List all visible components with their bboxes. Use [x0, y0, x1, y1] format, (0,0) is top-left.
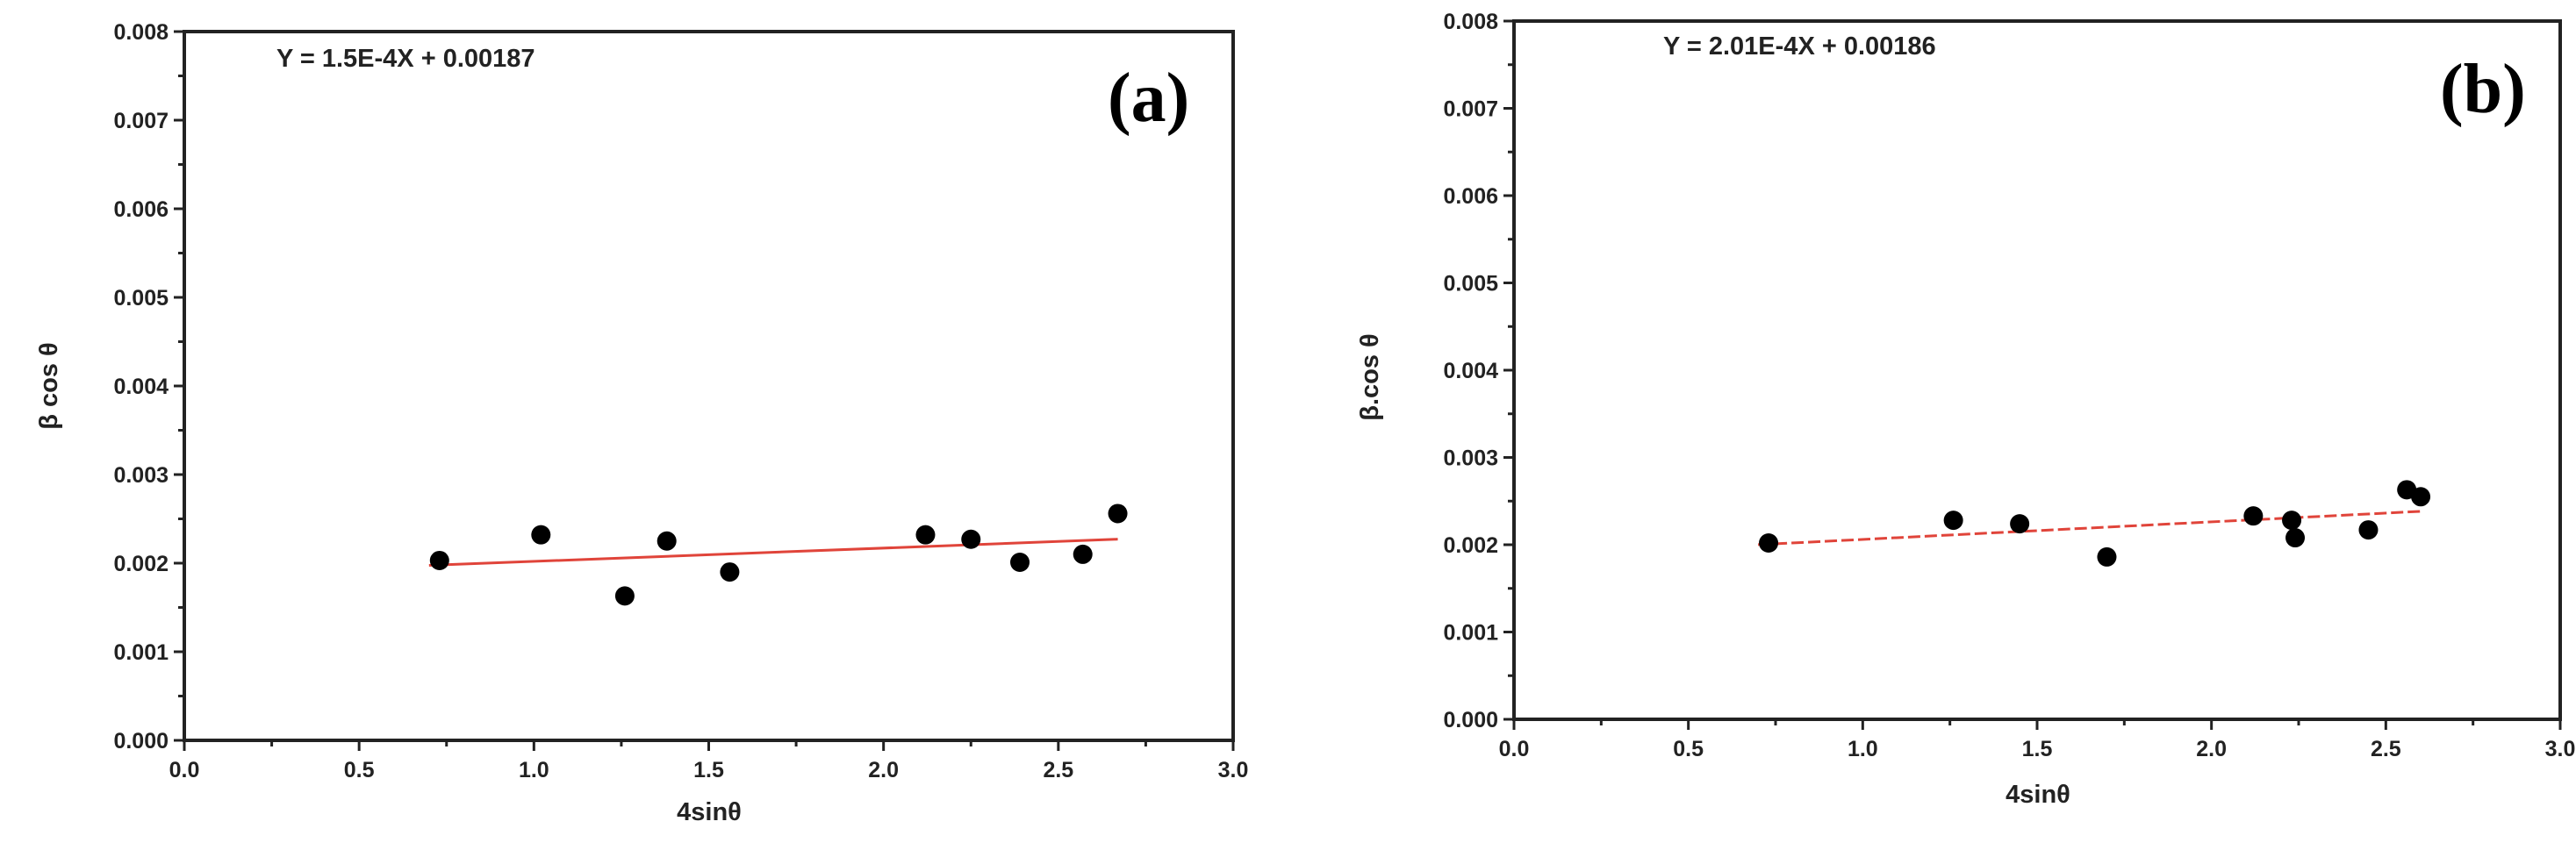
data-point-b [1759, 533, 1779, 554]
x-tick-label-b: 3.0 [2545, 737, 2576, 761]
y-axis-title-a: β cos θ [35, 342, 63, 429]
data-point-b [2010, 514, 2030, 534]
y-tick-label-a: 0.008 [113, 20, 169, 45]
x-axis-title-a: 4sinθ [677, 798, 742, 826]
y-tick-label-b: 0.005 [1443, 272, 1498, 296]
data-point-b [2285, 528, 2306, 548]
y-tick-label-a: 0.004 [113, 375, 169, 399]
panel-label-a: (a) [1108, 60, 1189, 137]
data-points-a [429, 504, 1128, 606]
x-axis-title-b: 4sinθ [2006, 781, 2070, 809]
data-point-a [531, 525, 551, 545]
data-point-a [961, 529, 981, 549]
x-tick-label-a: 2.5 [1043, 758, 1073, 782]
y-tick-label-b: 0.003 [1443, 446, 1498, 471]
y-tick-label-a: 0.006 [113, 197, 169, 222]
data-point-a [1073, 544, 1093, 564]
y-tick-label-a: 0.002 [113, 552, 169, 576]
y-tick-label-a: 0.003 [113, 463, 169, 488]
y-tick-label-b: 0.001 [1443, 621, 1498, 646]
x-tick-label-b: 1.5 [2022, 737, 2053, 761]
data-point-b [1943, 511, 1963, 531]
y-tick-label-b: 0.002 [1443, 533, 1498, 558]
panel-b: Y = 2.01E-4X + 0.00186 (b) 4sinθ β.cos θ… [1356, 10, 2575, 809]
y-tick-label-b: 0.000 [1443, 708, 1498, 732]
data-point-b [2097, 546, 2117, 567]
plot-frame-a [183, 30, 1235, 742]
x-tick-label-b: 0.0 [1499, 737, 1530, 761]
data-point-a [720, 562, 740, 582]
x-tick-label-b: 1.0 [1848, 737, 1878, 761]
fit-line-a [428, 538, 1118, 568]
linear-fit-line-b [1758, 510, 2422, 546]
y-tick-label-b: 0.008 [1443, 10, 1498, 34]
data-point-b [2411, 487, 2431, 507]
y-tick-label-b: 0.006 [1443, 184, 1498, 209]
x-tick-label-b: 2.0 [2196, 737, 2227, 761]
x-tick-label-a: 0.5 [344, 758, 375, 782]
y-axis-title-b: β.cos θ [1356, 333, 1384, 420]
y-tick-label-a: 0.007 [113, 109, 169, 133]
x-tick-label-b: 0.5 [1673, 737, 1704, 761]
data-point-a [429, 550, 449, 570]
y-tick-label-b: 0.007 [1443, 97, 1498, 122]
data-point-a [1108, 504, 1128, 524]
data-points-b [1759, 480, 2431, 567]
data-point-b [2243, 506, 2264, 526]
panel-label-b: (b) [2440, 51, 2526, 128]
y-tick-label-a: 0.005 [113, 286, 169, 311]
x-tick-label-b: 2.5 [2371, 737, 2401, 761]
panel-a: Y = 1.5E-4X + 0.00187 (a) 4sinθ β cos θ … [35, 20, 1248, 826]
fit-equation-a: Y = 1.5E-4X + 0.00187 [276, 45, 535, 73]
y-tick-label-b: 0.004 [1443, 359, 1498, 383]
y-tick-label-a: 0.001 [113, 640, 169, 665]
x-tick-label-a: 1.5 [693, 758, 724, 782]
linear-fit-line-a [428, 538, 1118, 568]
data-point-a [657, 531, 677, 551]
data-point-b [2282, 511, 2302, 531]
fit-equation-b: Y = 2.01E-4X + 0.00186 [1663, 32, 1936, 61]
x-tick-label-a: 2.0 [868, 758, 899, 782]
y-tick-label-a: 0.000 [113, 729, 169, 754]
axis-ticks-a: 0.0 0.5 1.0 1.5 2.0 2.5 3.0 0.000 0.001 0.002 0.00… [113, 20, 1248, 782]
x-tick-label-a: 3.0 [1218, 758, 1249, 782]
fit-line-b [1758, 510, 2422, 546]
x-tick-label-a: 1.0 [519, 758, 549, 782]
data-point-a [915, 525, 936, 545]
x-tick-label-a: 0.0 [169, 758, 200, 782]
data-point-a [1010, 552, 1030, 572]
data-point-b [2358, 520, 2379, 540]
axis-ticks-b: 0.0 0.5 1.0 1.5 2.0 2.5 3.0 0.000 0.001 0.002 0.00… [1443, 10, 2575, 761]
data-point-a [614, 586, 635, 606]
plot-frame-b [1512, 19, 2562, 721]
